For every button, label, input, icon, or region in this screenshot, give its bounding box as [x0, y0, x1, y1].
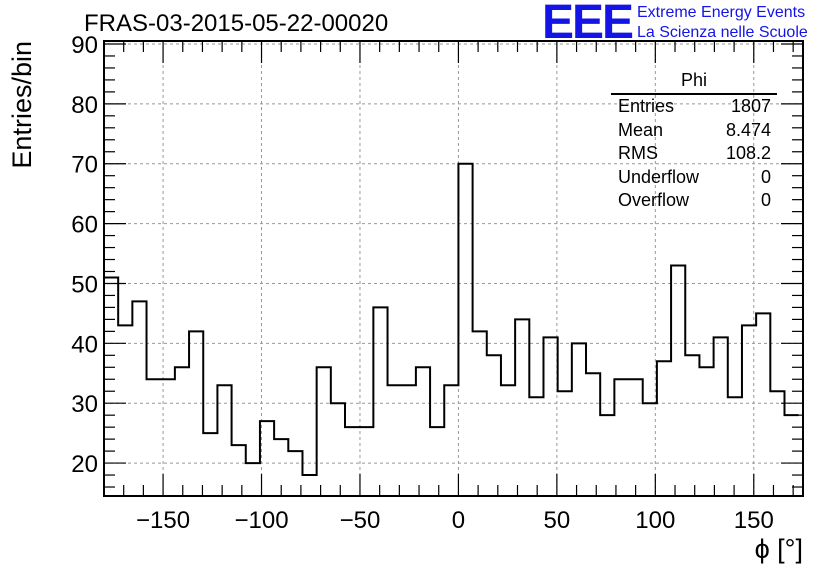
plot-frame	[103, 40, 804, 497]
stats-label: Entries	[618, 96, 675, 116]
x-tick-label: −150	[136, 507, 190, 534]
tick-labels: −150 −100 −50 0 50 100 150 20 30 40 50 60 70 80 90	[71, 32, 774, 534]
x-tick-label: −50	[340, 507, 381, 534]
y-tick-label: 70	[71, 152, 98, 179]
y-tick-label: 20	[71, 451, 98, 478]
x-axis-label: ϕ [°]	[755, 534, 803, 564]
stats-row-rms: RMS 108.2	[611, 142, 777, 166]
histogram-series	[104, 162, 799, 477]
stats-row-underflow: Underflow 0	[611, 166, 777, 190]
stats-value: 108.2	[725, 143, 771, 163]
x-tick-label: 0	[452, 507, 465, 534]
y-tick-label: 40	[71, 331, 98, 358]
y-tick-label: 30	[71, 391, 98, 418]
stats-value: 0	[760, 166, 771, 187]
x-tick-label: 150	[734, 507, 774, 534]
y-tick-label: 60	[71, 212, 98, 239]
stats-row-mean: Mean 8.474	[611, 119, 777, 143]
y-tick-label: 80	[71, 92, 98, 119]
axis-ticks	[104, 41, 803, 496]
x-tick-label: 50	[544, 507, 571, 534]
stats-row-entries: Entries 1807	[611, 95, 777, 119]
stats-label: RMS	[618, 143, 658, 163]
y-tick-label: 90	[71, 32, 98, 59]
stats-box: Phi Entries 1807 Mean 8.474 RMS 108.2 Un…	[611, 70, 777, 213]
logo-line-1: Extreme Energy Events	[637, 4, 806, 21]
y-axis-label: Entries/bin	[7, 41, 37, 169]
logo-line-2: La Scienza nelle Scuole	[637, 24, 808, 41]
stats-label: Underflow	[618, 166, 700, 187]
y-tick-label: 50	[71, 271, 98, 298]
eee-logo: EEE	[542, 0, 634, 49]
x-tick-label: 100	[635, 507, 675, 534]
chart-title: FRAS-03-2015-05-22-00020	[84, 10, 389, 37]
stats-value: 1807	[730, 96, 771, 116]
stats-row-overflow: Overflow 0	[611, 189, 777, 213]
x-tick-label: −100	[234, 507, 288, 534]
stats-label: Overflow	[618, 190, 690, 210]
stats-title: Phi	[611, 70, 777, 95]
grid-lines	[104, 41, 803, 496]
stats-label: Mean	[618, 119, 664, 140]
stats-value: 0	[760, 190, 771, 210]
stats-value: 8.474	[725, 119, 771, 140]
